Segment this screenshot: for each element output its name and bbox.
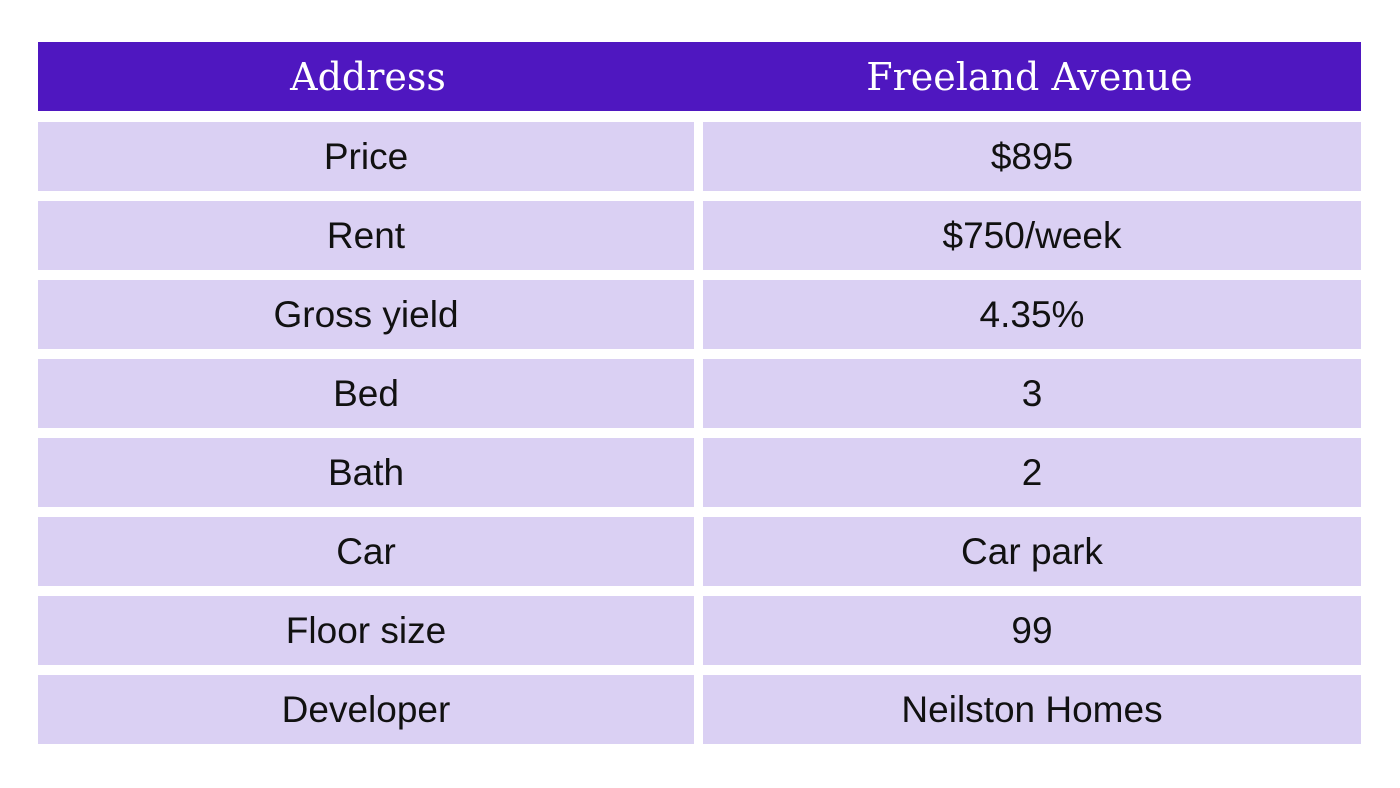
row-label: Price xyxy=(38,122,694,191)
table-row: Car Car park xyxy=(38,517,1361,586)
row-label: Developer xyxy=(38,675,694,744)
table-row: Floor size 99 xyxy=(38,596,1361,665)
row-value: Car park xyxy=(703,517,1361,586)
row-label: Rent xyxy=(38,201,694,270)
row-value: $750/week xyxy=(703,201,1361,270)
table-row: Developer Neilston Homes xyxy=(38,675,1361,744)
table-row: Bed 3 xyxy=(38,359,1361,428)
row-label: Bath xyxy=(38,438,694,507)
row-label: Bed xyxy=(38,359,694,428)
table-row: Bath 2 xyxy=(38,438,1361,507)
table-row: Gross yield 4.35% xyxy=(38,280,1361,349)
row-value: $895 xyxy=(703,122,1361,191)
row-label: Car xyxy=(38,517,694,586)
header-label: Address xyxy=(290,54,446,99)
table-row: Rent $750/week xyxy=(38,201,1361,270)
table-row: Price $895 xyxy=(38,122,1361,191)
row-value: 2 xyxy=(703,438,1361,507)
row-label: Floor size xyxy=(38,596,694,665)
row-value: 4.35% xyxy=(703,280,1361,349)
table-header: Address Freeland Avenue xyxy=(38,42,1361,111)
header-value: Freeland Avenue xyxy=(866,54,1193,99)
row-value: Neilston Homes xyxy=(703,675,1361,744)
row-value: 3 xyxy=(703,359,1361,428)
row-value: 99 xyxy=(703,596,1361,665)
property-table: Address Freeland Avenue Price $895 Rent $75… xyxy=(38,42,1361,754)
row-label: Gross yield xyxy=(38,280,694,349)
